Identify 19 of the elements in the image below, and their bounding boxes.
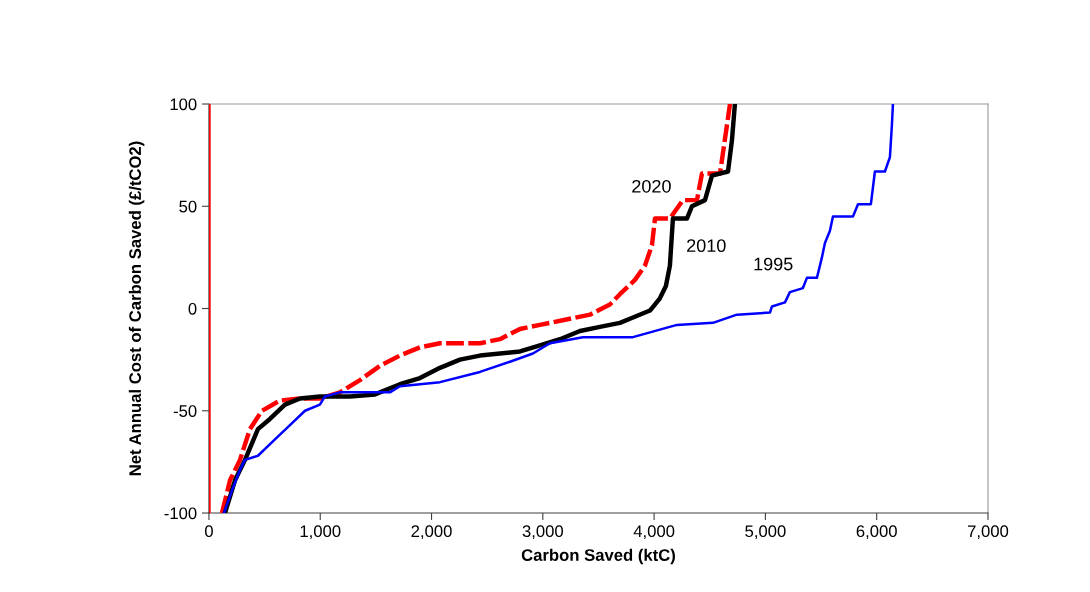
- y-tick-label: -50: [173, 405, 197, 417]
- x-tick-label: 5,000: [745, 525, 786, 540]
- x-tick-label: 3,000: [522, 525, 564, 540]
- line-series: [222, 104, 895, 514]
- x-tick-label: 0: [204, 525, 213, 538]
- y-tick-label: -100: [164, 507, 197, 520]
- series-label: 2010: [687, 239, 726, 253]
- x-tick-label: 7,000: [967, 525, 1009, 540]
- x-axis-title: Carbon Saved (ktC): [521, 548, 675, 565]
- y-tick-label: 50: [179, 200, 197, 213]
- x-tick-label: 4,000: [633, 525, 675, 540]
- x-tick-label: 1,000: [300, 525, 341, 540]
- y-tick-label: 100: [170, 98, 197, 111]
- x-tick-label: 2,000: [411, 525, 452, 540]
- y-axis-title: Net Annual Cost of Carbon Saved (£/tCO2): [128, 141, 145, 476]
- x-tick-label: 6,000: [856, 525, 897, 540]
- y-tick-label: 0: [188, 302, 197, 315]
- series-label: 1995: [754, 257, 793, 271]
- series-label: 2020: [632, 179, 671, 193]
